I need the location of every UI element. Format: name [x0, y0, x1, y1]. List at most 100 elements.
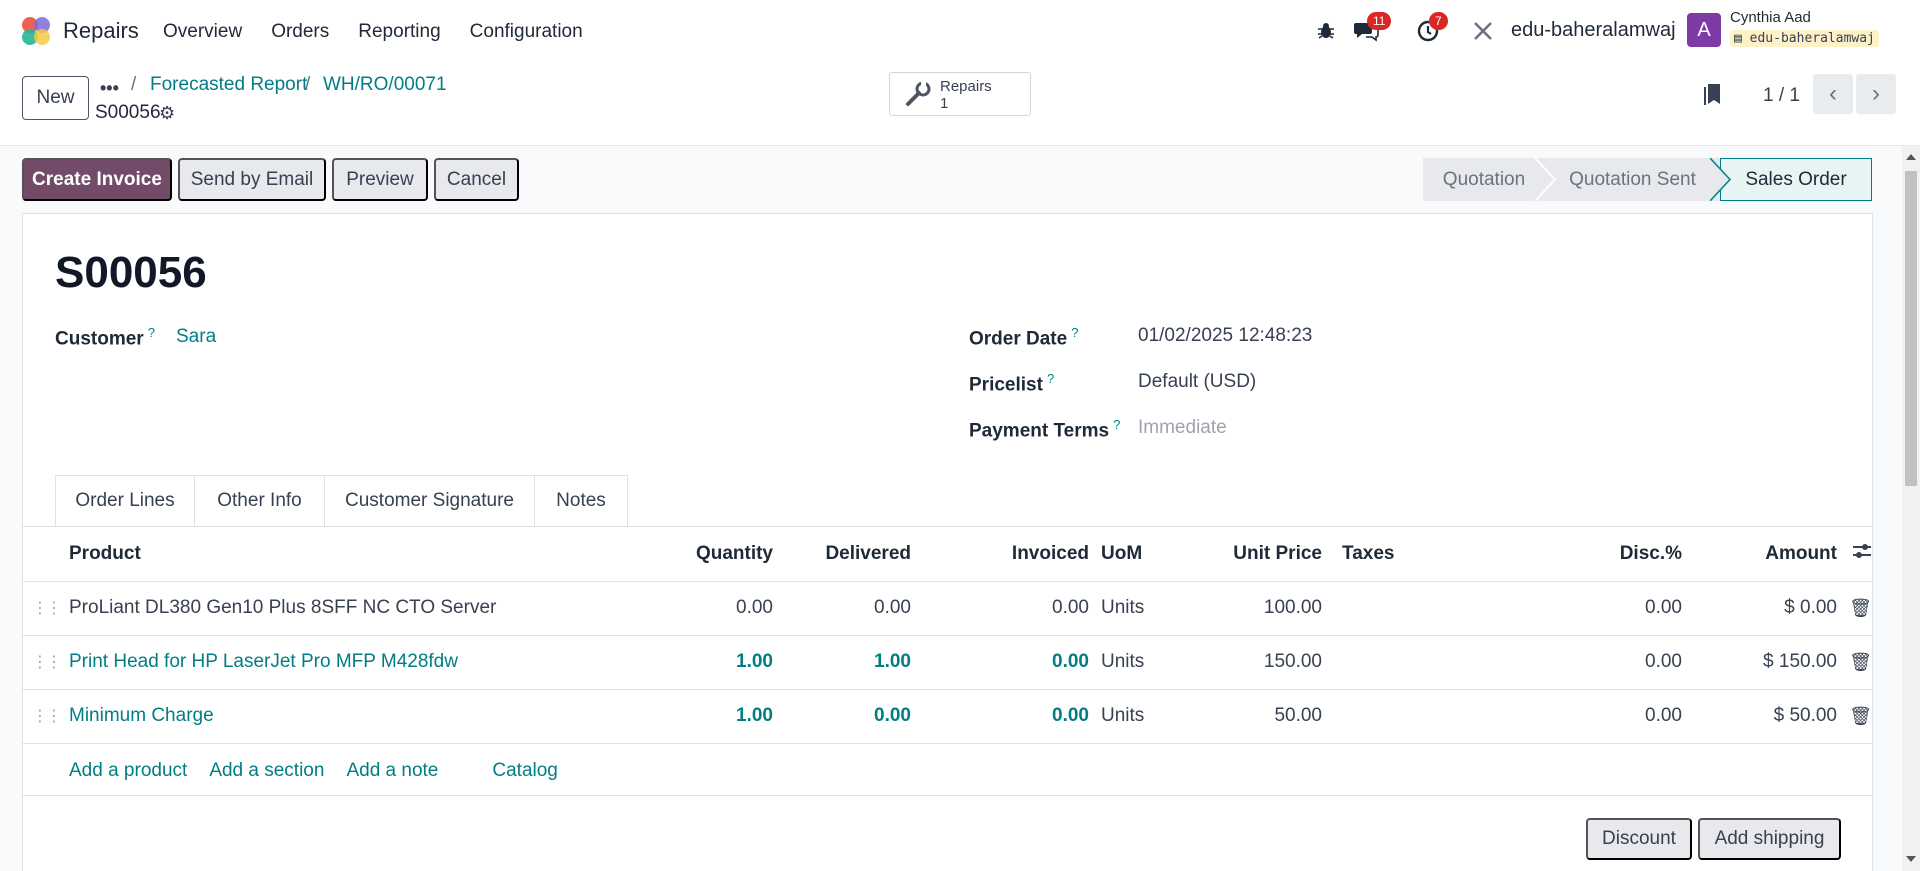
- discount-button[interactable]: Discount: [1586, 818, 1692, 860]
- cell-unit-price[interactable]: 150.00: [1181, 635, 1322, 690]
- trash-icon[interactable]: 🗑: [1837, 689, 1872, 744]
- header-product[interactable]: Product: [69, 527, 603, 582]
- cell-taxes[interactable]: 0.00: [1342, 581, 1682, 636]
- new-button[interactable]: New: [22, 76, 89, 120]
- repairs-smart-button[interactable]: Repairs 1: [889, 72, 1031, 116]
- add-section-link[interactable]: Add a section: [209, 760, 325, 781]
- cell-uom[interactable]: Units: [1101, 581, 1181, 636]
- cell-disc[interactable]: 0.00: [1645, 651, 1682, 672]
- menu-configuration[interactable]: Configuration: [469, 21, 583, 42]
- scrollbar-thumb[interactable]: [1905, 171, 1917, 486]
- cell-uom[interactable]: Units: [1101, 689, 1181, 744]
- bookmark-icon[interactable]: [1704, 82, 1724, 112]
- user-name[interactable]: Cynthia Aad: [1730, 9, 1811, 26]
- trash-icon[interactable]: 🗑: [1837, 635, 1872, 690]
- tab-order-lines[interactable]: Order Lines: [55, 475, 195, 526]
- breadcrumb-forecasted-report[interactable]: Forecasted Report: [150, 74, 308, 95]
- send-by-email-button[interactable]: Send by Email: [178, 158, 326, 201]
- breadcrumb-repair-order[interactable]: WH/RO/00071: [323, 74, 447, 95]
- cell-disc[interactable]: 0.00: [1645, 597, 1682, 618]
- trash-icon[interactable]: 🗑: [1837, 581, 1872, 636]
- help-tooltip-icon[interactable]: ?: [147, 325, 155, 340]
- menu-overview[interactable]: Overview: [163, 21, 243, 42]
- pricelist-label: Pricelist?: [969, 371, 1055, 396]
- user-avatar[interactable]: A: [1687, 13, 1721, 47]
- database-switcher[interactable]: edu-baheralamwaj: [1511, 19, 1676, 41]
- cell-taxes[interactable]: 0.00: [1342, 689, 1682, 744]
- add-shipping-button[interactable]: Add shipping: [1698, 818, 1841, 860]
- help-tooltip-icon[interactable]: ?: [1071, 325, 1079, 340]
- smart-button-count: 1: [940, 95, 949, 112]
- cell-amount: $ 150.00: [1682, 635, 1837, 690]
- pager-value[interactable]: 1 / 1: [1763, 85, 1800, 106]
- scroll-down-arrow-icon[interactable]: [1906, 856, 1916, 862]
- pricelist-field[interactable]: Default (USD): [1138, 371, 1257, 392]
- cancel-button[interactable]: Cancel: [434, 158, 519, 201]
- cell-taxes[interactable]: 0.00: [1342, 635, 1682, 690]
- scroll-up-arrow-icon[interactable]: [1906, 154, 1916, 160]
- main-menu: Overview Orders Reporting Configuration: [163, 21, 612, 43]
- menu-reporting[interactable]: Reporting: [358, 21, 441, 42]
- header-quantity[interactable]: Quantity: [603, 527, 773, 582]
- cell-delivered[interactable]: 0.00: [773, 581, 911, 636]
- bug-icon[interactable]: [1313, 18, 1339, 44]
- table-row[interactable]: ⋮⋮ Print Head for HP LaserJet Pro MFP M4…: [23, 635, 1872, 690]
- tab-customer-signature[interactable]: Customer Signature: [324, 475, 535, 526]
- cell-disc[interactable]: 0.00: [1645, 705, 1682, 726]
- header-amount[interactable]: Amount: [1682, 527, 1837, 582]
- messages-icon[interactable]: 11: [1353, 12, 1392, 44]
- cell-delivered[interactable]: 0.00: [773, 689, 911, 744]
- drag-handle-icon[interactable]: ⋮⋮: [23, 581, 69, 636]
- cell-product[interactable]: Minimum Charge: [69, 689, 603, 744]
- add-line-links: Add a product Add a section Add a note C…: [69, 760, 580, 782]
- cell-quantity[interactable]: 1.00: [603, 689, 773, 744]
- repairs-app-logo-icon[interactable]: [20, 15, 52, 47]
- cell-unit-price[interactable]: 50.00: [1181, 689, 1322, 744]
- pager-previous-button[interactable]: ‹: [1813, 74, 1853, 114]
- cell-delivered[interactable]: 1.00: [773, 635, 911, 690]
- header-uom[interactable]: UoM: [1101, 527, 1181, 582]
- cell-quantity[interactable]: 0.00: [603, 581, 773, 636]
- cell-spacer: [1089, 689, 1101, 744]
- header-unit-price[interactable]: Unit Price: [1181, 527, 1322, 582]
- stage-sales-order[interactable]: Sales Order: [1720, 158, 1872, 201]
- smart-button-label: Repairs: [940, 78, 992, 95]
- cell-product[interactable]: Print Head for HP LaserJet Pro MFP M428f…: [69, 635, 603, 690]
- app-name[interactable]: Repairs: [63, 18, 139, 43]
- preview-button[interactable]: Preview: [332, 158, 428, 201]
- column-settings-icon[interactable]: [1837, 527, 1872, 582]
- add-product-link[interactable]: Add a product: [69, 760, 188, 781]
- payment-terms-field[interactable]: Immediate: [1138, 417, 1227, 438]
- page-scrollbar[interactable]: [1902, 146, 1920, 871]
- customer-field[interactable]: Sara: [176, 326, 217, 347]
- help-tooltip-icon[interactable]: ?: [1113, 417, 1121, 432]
- table-row[interactable]: ⋮⋮ Minimum Charge 1.00 0.00 0.00 Units 5…: [23, 689, 1872, 744]
- tools-icon[interactable]: [1470, 18, 1496, 44]
- cell-product[interactable]: ProLiant DL380 Gen10 Plus 8SFF NC CTO Se…: [69, 581, 603, 636]
- header-taxes[interactable]: Taxes Disc.%: [1342, 527, 1682, 582]
- drag-handle-icon[interactable]: ⋮⋮: [23, 689, 69, 744]
- header-delivered[interactable]: Delivered: [773, 527, 911, 582]
- cell-quantity[interactable]: 1.00: [603, 635, 773, 690]
- drag-handle-icon[interactable]: ⋮⋮: [23, 635, 69, 690]
- tab-other-info[interactable]: Other Info: [194, 475, 325, 526]
- order-date-field[interactable]: 01/02/2025 12:48:23: [1138, 325, 1313, 346]
- cell-uom[interactable]: Units: [1101, 635, 1181, 690]
- header-disc[interactable]: Disc.%: [1619, 542, 1682, 564]
- stage-quotation[interactable]: Quotation: [1423, 158, 1545, 201]
- gear-icon[interactable]: ⚙: [159, 103, 176, 123]
- tab-notes[interactable]: Notes: [534, 475, 628, 526]
- menu-orders[interactable]: Orders: [271, 21, 330, 42]
- help-tooltip-icon[interactable]: ?: [1046, 371, 1055, 386]
- activities-clock-icon[interactable]: 7: [1415, 12, 1448, 44]
- pager-next-button[interactable]: ›: [1856, 74, 1896, 114]
- catalog-link[interactable]: Catalog: [492, 760, 558, 781]
- table-row[interactable]: ⋮⋮ ProLiant DL380 Gen10 Plus 8SFF NC CTO…: [23, 581, 1872, 636]
- create-invoice-button[interactable]: Create Invoice: [22, 158, 172, 201]
- header-invoiced[interactable]: Invoiced: [911, 527, 1089, 582]
- breadcrumb-more-button[interactable]: •••: [100, 78, 119, 98]
- cell-unit-price[interactable]: 100.00: [1181, 581, 1322, 636]
- add-note-link[interactable]: Add a note: [346, 760, 439, 781]
- cell-spacer: [1322, 581, 1342, 636]
- stage-quotation-sent[interactable]: Quotation Sent: [1545, 158, 1720, 201]
